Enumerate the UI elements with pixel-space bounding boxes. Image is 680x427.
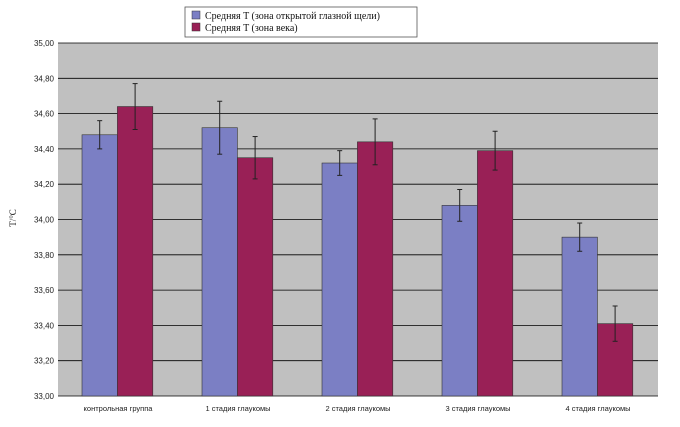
legend-box	[184, 6, 418, 38]
y-tick-label: 34,60	[34, 110, 55, 119]
legend: Средняя T (зона открытой глазной щели) С…	[184, 6, 418, 38]
legend-label-series-1: Средняя T (зона открытой глазной щели)	[205, 11, 380, 22]
y-axis-label: T/°C	[8, 209, 18, 227]
y-tick-labels: 33,00 33,20 33,40 33,60 33,80 34,00 34,20 34,40…	[34, 39, 55, 401]
x-category-label: 4 стадия глаукомы	[565, 404, 630, 413]
bar-series-2	[237, 157, 274, 397]
error-bars	[97, 83, 618, 342]
bar-series-2	[477, 150, 514, 397]
y-tick-label: 33,40	[34, 321, 55, 330]
y-tick-label: 33,60	[34, 286, 55, 295]
bar-series-1	[321, 162, 358, 397]
x-category-labels: контрольная группа 1 стадия глаукомы 2 ста…	[84, 404, 631, 413]
x-category-label: 3 стадия глаукомы	[445, 404, 510, 413]
bar-series-1	[441, 205, 478, 397]
bars	[81, 106, 634, 397]
bar-series-1	[561, 236, 598, 397]
y-tick-label: 34,20	[34, 180, 55, 189]
bar-series-1	[81, 134, 118, 397]
x-category-label: 1 стадия глаукомы	[205, 404, 270, 413]
bar-series-1	[201, 127, 238, 397]
y-tick-label: 34,40	[34, 145, 55, 154]
legend-label-series-2: Средняя T (зона века)	[205, 23, 298, 34]
y-tick-label: 33,80	[34, 251, 55, 260]
y-tick-label: 35,00	[34, 39, 55, 48]
bar-series-2	[357, 141, 394, 397]
y-tick-label: 34,00	[34, 216, 55, 225]
x-category-label: контрольная группа	[84, 404, 154, 413]
bar-series-2	[117, 106, 154, 397]
y-tick-label: 34,80	[34, 74, 55, 83]
x-category-label: 2 стадия глаукомы	[325, 404, 390, 413]
y-tick-label: 33,20	[34, 357, 55, 366]
legend-swatch-series-1	[191, 10, 201, 20]
legend-swatch-series-2	[191, 22, 201, 32]
y-tick-label: 33,00	[34, 392, 55, 401]
